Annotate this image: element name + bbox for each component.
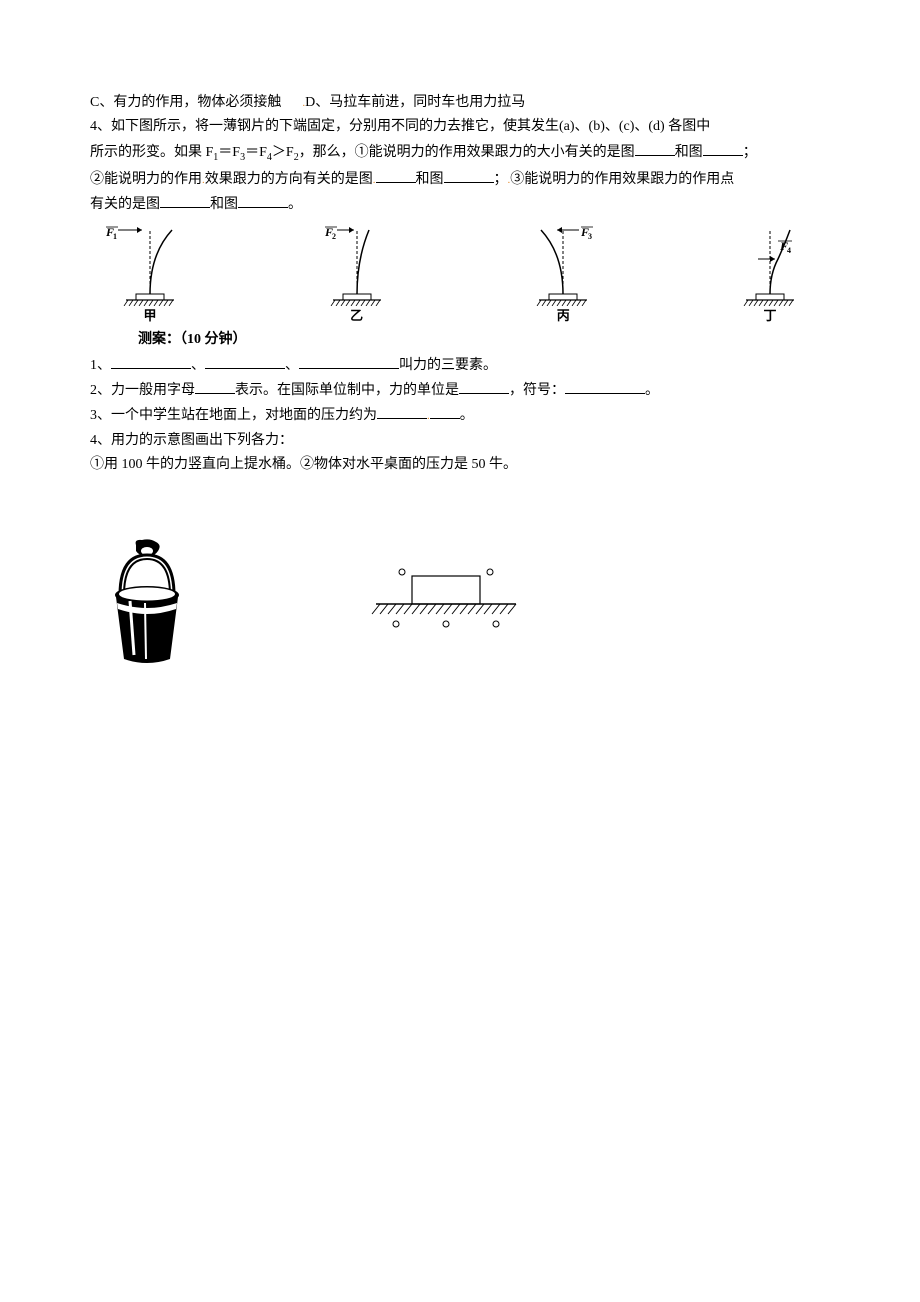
q4-text: 效果跟力的方向有关的是图 [205,172,373,187]
t1-label: 1、 [90,358,111,373]
q4-text: 所示的形变。如果 F [90,145,213,160]
q4-text: ＞F [272,145,294,160]
q4-text: ＝F [218,145,240,160]
answer-options-line: C、有力的作用，物体必须接触 .D、马拉车前进，同时车也用力拉马 [90,92,830,114]
svg-text:1: 1 [113,232,117,241]
caption-yi: 乙 [350,306,363,327]
caption-ding: 丁 [763,306,776,327]
illustration-row [90,537,830,667]
fill-blank[interactable] [376,168,416,183]
t2-text: ，符号： [509,383,565,398]
q4-text: 。 [288,197,302,212]
fill-blank[interactable] [205,354,285,369]
q4-text: ③能说明力的作用效果跟力的作用点 [510,172,734,187]
t4-line: 4、用力的示意图画出下列各力： [90,430,830,452]
svg-text:2: 2 [332,232,336,241]
figure-ding: F 4 丁 [720,224,820,327]
fill-blank[interactable] [703,141,743,156]
fill-blank[interactable] [111,354,191,369]
fill-blank[interactable] [635,141,675,156]
q4-text: ②能说明力的作用 [90,172,202,187]
svg-text:3: 3 [588,232,592,241]
test-heading: 测案：（10 分钟） [90,329,830,351]
fill-blank[interactable] [430,404,460,419]
t3-text: 3、一个中学生站在地面上，对地面的压力约为 [90,408,377,423]
svg-text:4: 4 [787,246,791,255]
q4-text: 和图 [675,145,703,160]
t3-text: 。 [460,408,474,423]
fill-blank[interactable] [377,404,427,419]
q4-text: ＝F [245,145,267,160]
q4-text: ，那么，①能说明力的作用效果跟力的大小有关的是图 [299,145,635,160]
fill-blank[interactable] [299,354,399,369]
q4-text: ； [743,145,757,160]
caption-bing: 丙 [557,306,570,327]
figure-jia: F 1 甲 [100,224,200,327]
t2-text: 。 [645,383,659,398]
t1-tail: 叫力的三要素。 [399,358,497,373]
option-c: C、有力的作用，物体必须接触 [90,95,281,110]
option-d: D、马拉车前进，同时车也用力拉马 [305,95,525,110]
q4-text: 和图 [210,197,238,212]
figure-bing: F 3 丙 [513,224,613,327]
fill-blank[interactable] [238,193,288,208]
sep: 、 [191,358,205,373]
figure-yi: F 2 乙 [307,224,407,327]
fill-blank[interactable] [565,379,645,394]
q4-line-2: 所示的形变。如果 F1＝F3＝F4＞F2，那么，①能说明力的作用效果跟力的大小有… [90,141,830,166]
block-on-table-icon [356,562,536,642]
q4-text: ； [494,172,508,187]
q4-text: 和图 [416,172,444,187]
t2-line: 2、力一般用字母 表示。在国际单位制中，力的单位是 ，符号： 。 [90,379,830,402]
figure-row: F 1 甲 F [90,224,830,327]
sep: 、 [285,358,299,373]
t2-text: 表示。在国际单位制中，力的单位是 [235,383,459,398]
caption-jia: 甲 [143,306,156,327]
document-page: C、有力的作用，物体必须接触 .D、马拉车前进，同时车也用力拉马 4、如下图所示… [0,0,920,707]
fill-blank[interactable] [459,379,509,394]
fill-blank[interactable] [160,193,210,208]
q4-line-3: ②能说明力的作用.效果跟力的方向有关的是图.和图；.③能说明力的作用效果跟力的作… [90,168,830,191]
t4-sub-line: ①用 100 牛的力竖直向上提水桶。②物体对水平桌面的压力是 50 牛。 [90,454,830,476]
fill-blank[interactable] [195,379,235,394]
bucket-icon [100,537,196,667]
q4-line-1: 4、如下图所示，将一薄钢片的下端固定，分别用不同的力去推它，使其发生(a)、(b… [90,116,830,138]
q4-text: 有关的是图 [90,197,160,212]
t3-line: 3、一个中学生站在地面上，对地面的压力约为.。 [90,404,830,427]
t2-text: 2、力一般用字母 [90,383,195,398]
t1-line: 1、 、 、 叫力的三要素。 [90,354,830,377]
q4-line-4: 有关的是图 和图 。 [90,193,830,216]
fill-blank[interactable] [444,168,494,183]
